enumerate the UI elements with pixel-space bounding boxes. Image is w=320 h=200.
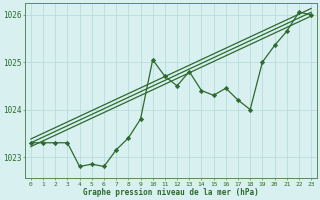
X-axis label: Graphe pression niveau de la mer (hPa): Graphe pression niveau de la mer (hPa) [83,188,259,197]
